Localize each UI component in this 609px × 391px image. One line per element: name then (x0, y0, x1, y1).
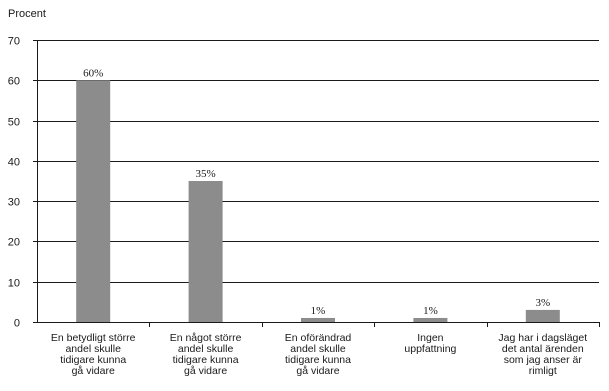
y-tick-label: 60 (8, 76, 20, 88)
category-label: En oförändrad andel skulle tidigare kunna g… (285, 332, 352, 377)
category-label-line: gå vidare (184, 365, 227, 377)
category-label-line: som jag anser är (504, 354, 583, 366)
y-axis-label: Procent (8, 8, 46, 20)
y-tick-label: 40 (8, 157, 20, 169)
y-tick-label: 0 (14, 318, 20, 330)
data-labels: 60% 35% 1% 1% 3% (83, 67, 550, 317)
category-label-line: andel skulle (178, 343, 234, 355)
bar (76, 80, 111, 323)
category-label-line: andel skulle (65, 343, 121, 355)
category-label: En något större andel skulle tidigare kunn… (170, 332, 242, 377)
category-label-line: det antal ärenden (502, 343, 584, 355)
category-label-line: En oförändrad (285, 332, 352, 344)
x-axis (37, 40, 600, 327)
bar (301, 317, 335, 322)
category-label-line: En betydligt större (51, 332, 136, 344)
y-tick-label: 50 (8, 117, 20, 129)
bar (525, 309, 560, 322)
bar (188, 181, 223, 322)
category-label-line: andel skulle (290, 343, 346, 355)
category-label-line: tidigare kunna (173, 354, 239, 366)
category-label: Ingen uppfattning (404, 332, 456, 355)
category-label-line: gå vidare (72, 365, 115, 377)
data-label: 60% (83, 67, 103, 79)
category-label-line: uppfattning (404, 343, 456, 355)
data-label: 1% (423, 305, 438, 317)
category-label-line: rimligt (529, 365, 557, 377)
category-label: En betydligt större andel skulle tidigare … (51, 332, 136, 377)
category-label: Jag har i dagsläget det antal ärenden som … (498, 332, 587, 377)
y-tick-labels: 0 10 20 30 40 50 60 70 (8, 36, 20, 330)
category-label-line: tidigare kunna (60, 354, 126, 366)
y-tick-label: 10 (8, 278, 20, 290)
category-labels: En betydligt större andel skulle tidigare … (51, 332, 587, 377)
category-label-line: Jag har i dagsläget (498, 332, 587, 344)
category-label-line: En något större (170, 332, 242, 344)
y-tick-label: 20 (8, 237, 20, 249)
data-label: 1% (311, 305, 326, 317)
y-tick-label: 30 (8, 197, 20, 209)
gridlines (33, 40, 599, 323)
y-tick-label: 70 (8, 36, 20, 48)
bars (76, 80, 560, 323)
data-label: 3% (535, 297, 550, 309)
data-label: 35% (196, 168, 216, 180)
category-label-line: Ingen (417, 332, 443, 344)
bar (413, 317, 448, 322)
category-label-line: tidigare kunna (285, 354, 351, 366)
category-label-line: gå vidare (296, 365, 339, 377)
